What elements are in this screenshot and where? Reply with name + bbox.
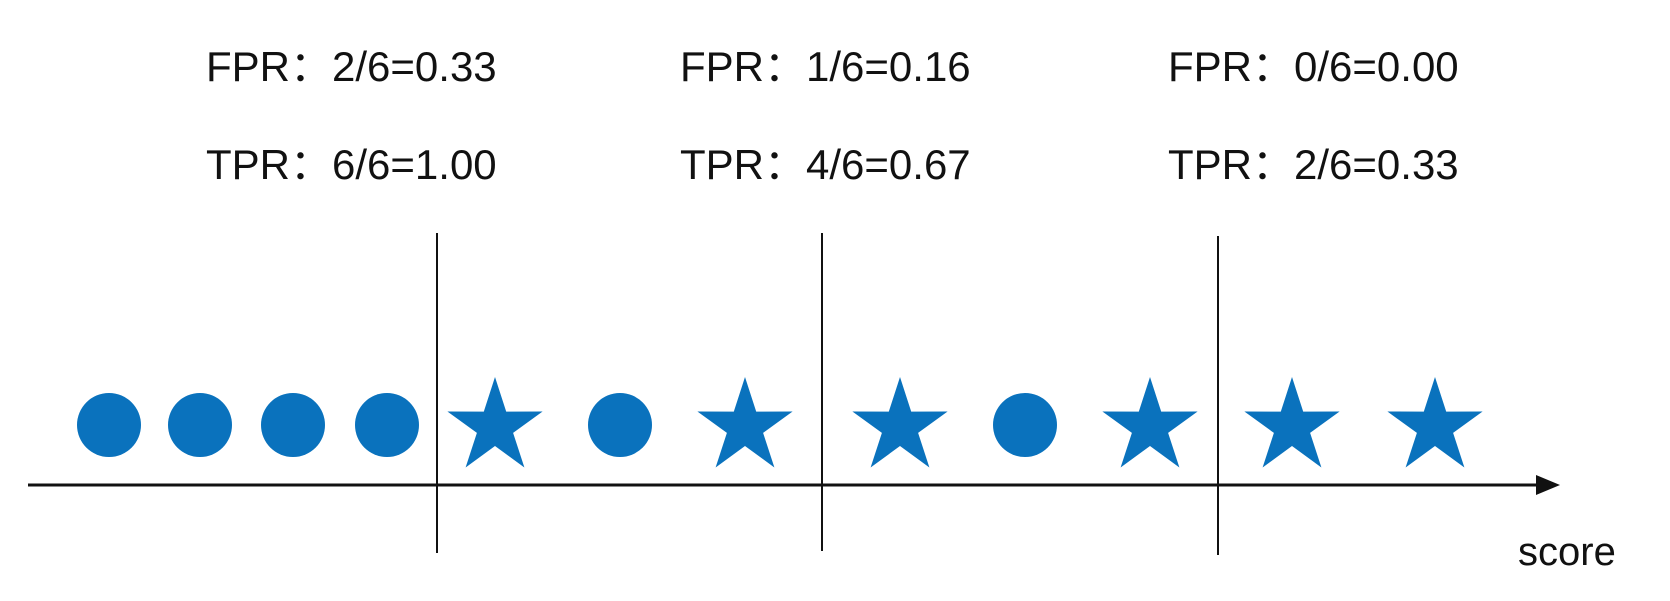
positive-sample-star [1102,377,1198,468]
negative-sample-circle [77,393,141,457]
negative-sample-circle [588,393,652,457]
positive-sample-star [697,377,793,468]
positive-sample-star [1244,377,1340,468]
threshold-2-tpr: TPR：4/6=0.67 [680,141,971,188]
threshold-1-fpr: FPR：2/6=0.33 [206,43,497,90]
threshold-2-fpr: FPR：1/6=0.16 [680,43,971,90]
score-axis-arrowhead [1536,475,1560,495]
score-axis-label: score [1518,530,1616,574]
sample-markers [77,377,1483,468]
threshold-1-tpr: TPR：6/6=1.00 [206,141,497,188]
threshold-3-tpr: TPR：2/6=0.33 [1168,141,1459,188]
negative-sample-circle [168,393,232,457]
negative-sample-circle [261,393,325,457]
threshold-3-fpr: FPR：0/6=0.00 [1168,43,1459,90]
negative-sample-circle [993,393,1057,457]
negative-sample-circle [355,393,419,457]
positive-sample-star [447,377,543,468]
positive-sample-star [852,377,948,468]
positive-sample-star [1387,377,1483,468]
